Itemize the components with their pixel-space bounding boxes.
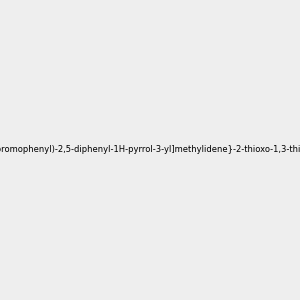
Text: (5E)-5-{[1-(4-bromophenyl)-2,5-diphenyl-1H-pyrrol-3-yl]methylidene}-2-thioxo-1,3: (5E)-5-{[1-(4-bromophenyl)-2,5-diphenyl-… <box>0 146 300 154</box>
